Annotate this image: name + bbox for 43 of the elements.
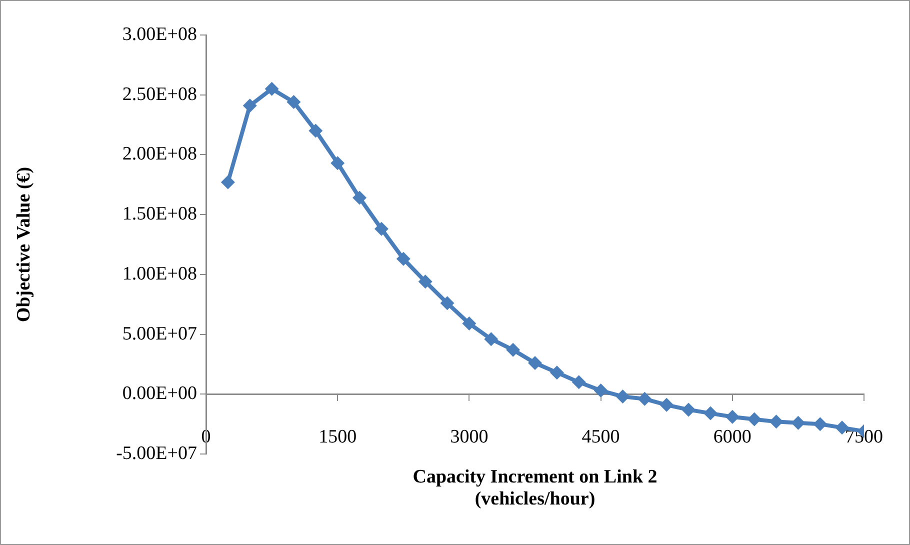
point xyxy=(374,222,388,236)
point xyxy=(660,398,674,412)
point xyxy=(594,384,608,398)
y-tick-label: 3.00E+08 xyxy=(122,24,197,45)
point xyxy=(638,392,652,406)
point xyxy=(264,82,279,96)
point xyxy=(682,402,696,417)
point xyxy=(703,406,718,420)
point xyxy=(242,98,257,113)
point xyxy=(484,332,498,346)
y-tick-label: 0.00E+00 xyxy=(122,383,197,404)
x-tick-label: 0 xyxy=(201,426,211,448)
y-tick-label: 1.00E+08 xyxy=(122,263,197,284)
point xyxy=(769,414,784,429)
x-tick-label: 1500 xyxy=(318,426,357,448)
y-tick-label: 5.00E+07 xyxy=(122,323,197,344)
point xyxy=(308,124,323,138)
point xyxy=(440,296,454,310)
point xyxy=(506,342,520,357)
point xyxy=(352,190,367,205)
point xyxy=(616,390,630,404)
point xyxy=(528,356,542,370)
point xyxy=(418,274,432,289)
y-tick-label: 1.50E+08 xyxy=(122,204,197,225)
y-tick-label: -5.00E+07 xyxy=(116,442,197,464)
point xyxy=(747,412,762,426)
x-tick-label: 3000 xyxy=(450,426,488,448)
point xyxy=(550,366,564,380)
point xyxy=(813,417,828,432)
point xyxy=(286,95,301,110)
point xyxy=(462,316,476,331)
x-axis-title: Capacity Increment on Link 2 (vehicles/hour) xyxy=(412,466,658,510)
point xyxy=(725,410,740,424)
point xyxy=(220,175,235,190)
x-tick-label: 4500 xyxy=(582,426,620,448)
point xyxy=(572,375,586,390)
y-axis-title: Objective Value (€) xyxy=(13,166,34,322)
point xyxy=(791,416,806,430)
point xyxy=(396,252,410,266)
y-tick-label: 2.00E+08 xyxy=(122,144,197,165)
point xyxy=(330,156,345,170)
y-tick-label: 2.50E+08 xyxy=(122,84,197,105)
x-tick-label: 6000 xyxy=(713,426,752,448)
